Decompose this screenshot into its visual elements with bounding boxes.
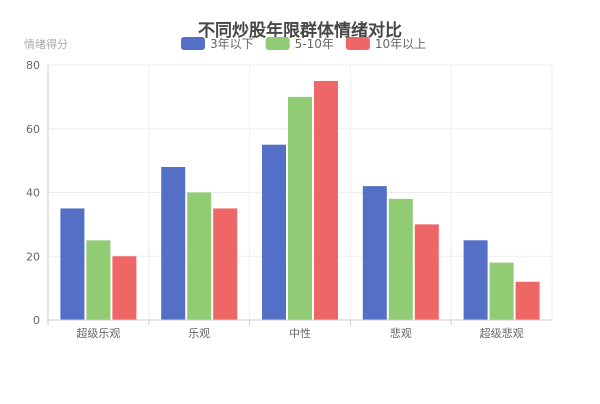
legend-label: 3年以下 bbox=[210, 37, 254, 51]
legend-swatch bbox=[345, 37, 370, 50]
legend: 3年以下 5-10年 10年以上 bbox=[181, 37, 426, 51]
legend-label: 10年以上 bbox=[375, 37, 426, 51]
bar bbox=[161, 167, 186, 320]
chart-title: 不同炒股年限群体情绪对比 bbox=[198, 20, 402, 41]
bars bbox=[60, 80, 540, 320]
bar bbox=[112, 256, 137, 320]
legend-label: 5-10年 bbox=[295, 37, 334, 51]
bar bbox=[489, 262, 514, 320]
x-tick-label: 乐观 bbox=[188, 327, 210, 340]
bar bbox=[414, 224, 439, 320]
axes: 0 20 40 60 80 超级乐观 乐观 中性 悲观 超级悲观 bbox=[26, 59, 552, 340]
bar bbox=[187, 192, 212, 320]
bar bbox=[314, 80, 338, 320]
bar bbox=[388, 198, 413, 320]
y-tick-label: 20 bbox=[26, 250, 40, 263]
y-tick-label: 80 bbox=[26, 59, 40, 72]
y-axis-label: 情绪得分 bbox=[24, 37, 68, 51]
x-tick-label: 中性 bbox=[289, 326, 311, 340]
bar bbox=[262, 144, 286, 320]
y-tick-label: 40 bbox=[26, 187, 40, 200]
x-tick-label: 悲观 bbox=[390, 326, 412, 340]
x-tick-label: 超级悲观 bbox=[480, 326, 524, 340]
bar bbox=[463, 240, 488, 320]
y-tick-label: 0 bbox=[33, 314, 40, 327]
legend-swatch bbox=[265, 37, 290, 50]
bar bbox=[362, 186, 387, 320]
bar bbox=[213, 208, 238, 320]
x-tick-label: 超级乐观 bbox=[76, 326, 120, 340]
legend-swatch bbox=[181, 37, 205, 50]
bar bbox=[288, 96, 312, 320]
y-tick-label: 60 bbox=[26, 123, 40, 136]
bar bbox=[515, 281, 540, 320]
bar bbox=[86, 240, 111, 320]
bar bbox=[60, 208, 85, 320]
